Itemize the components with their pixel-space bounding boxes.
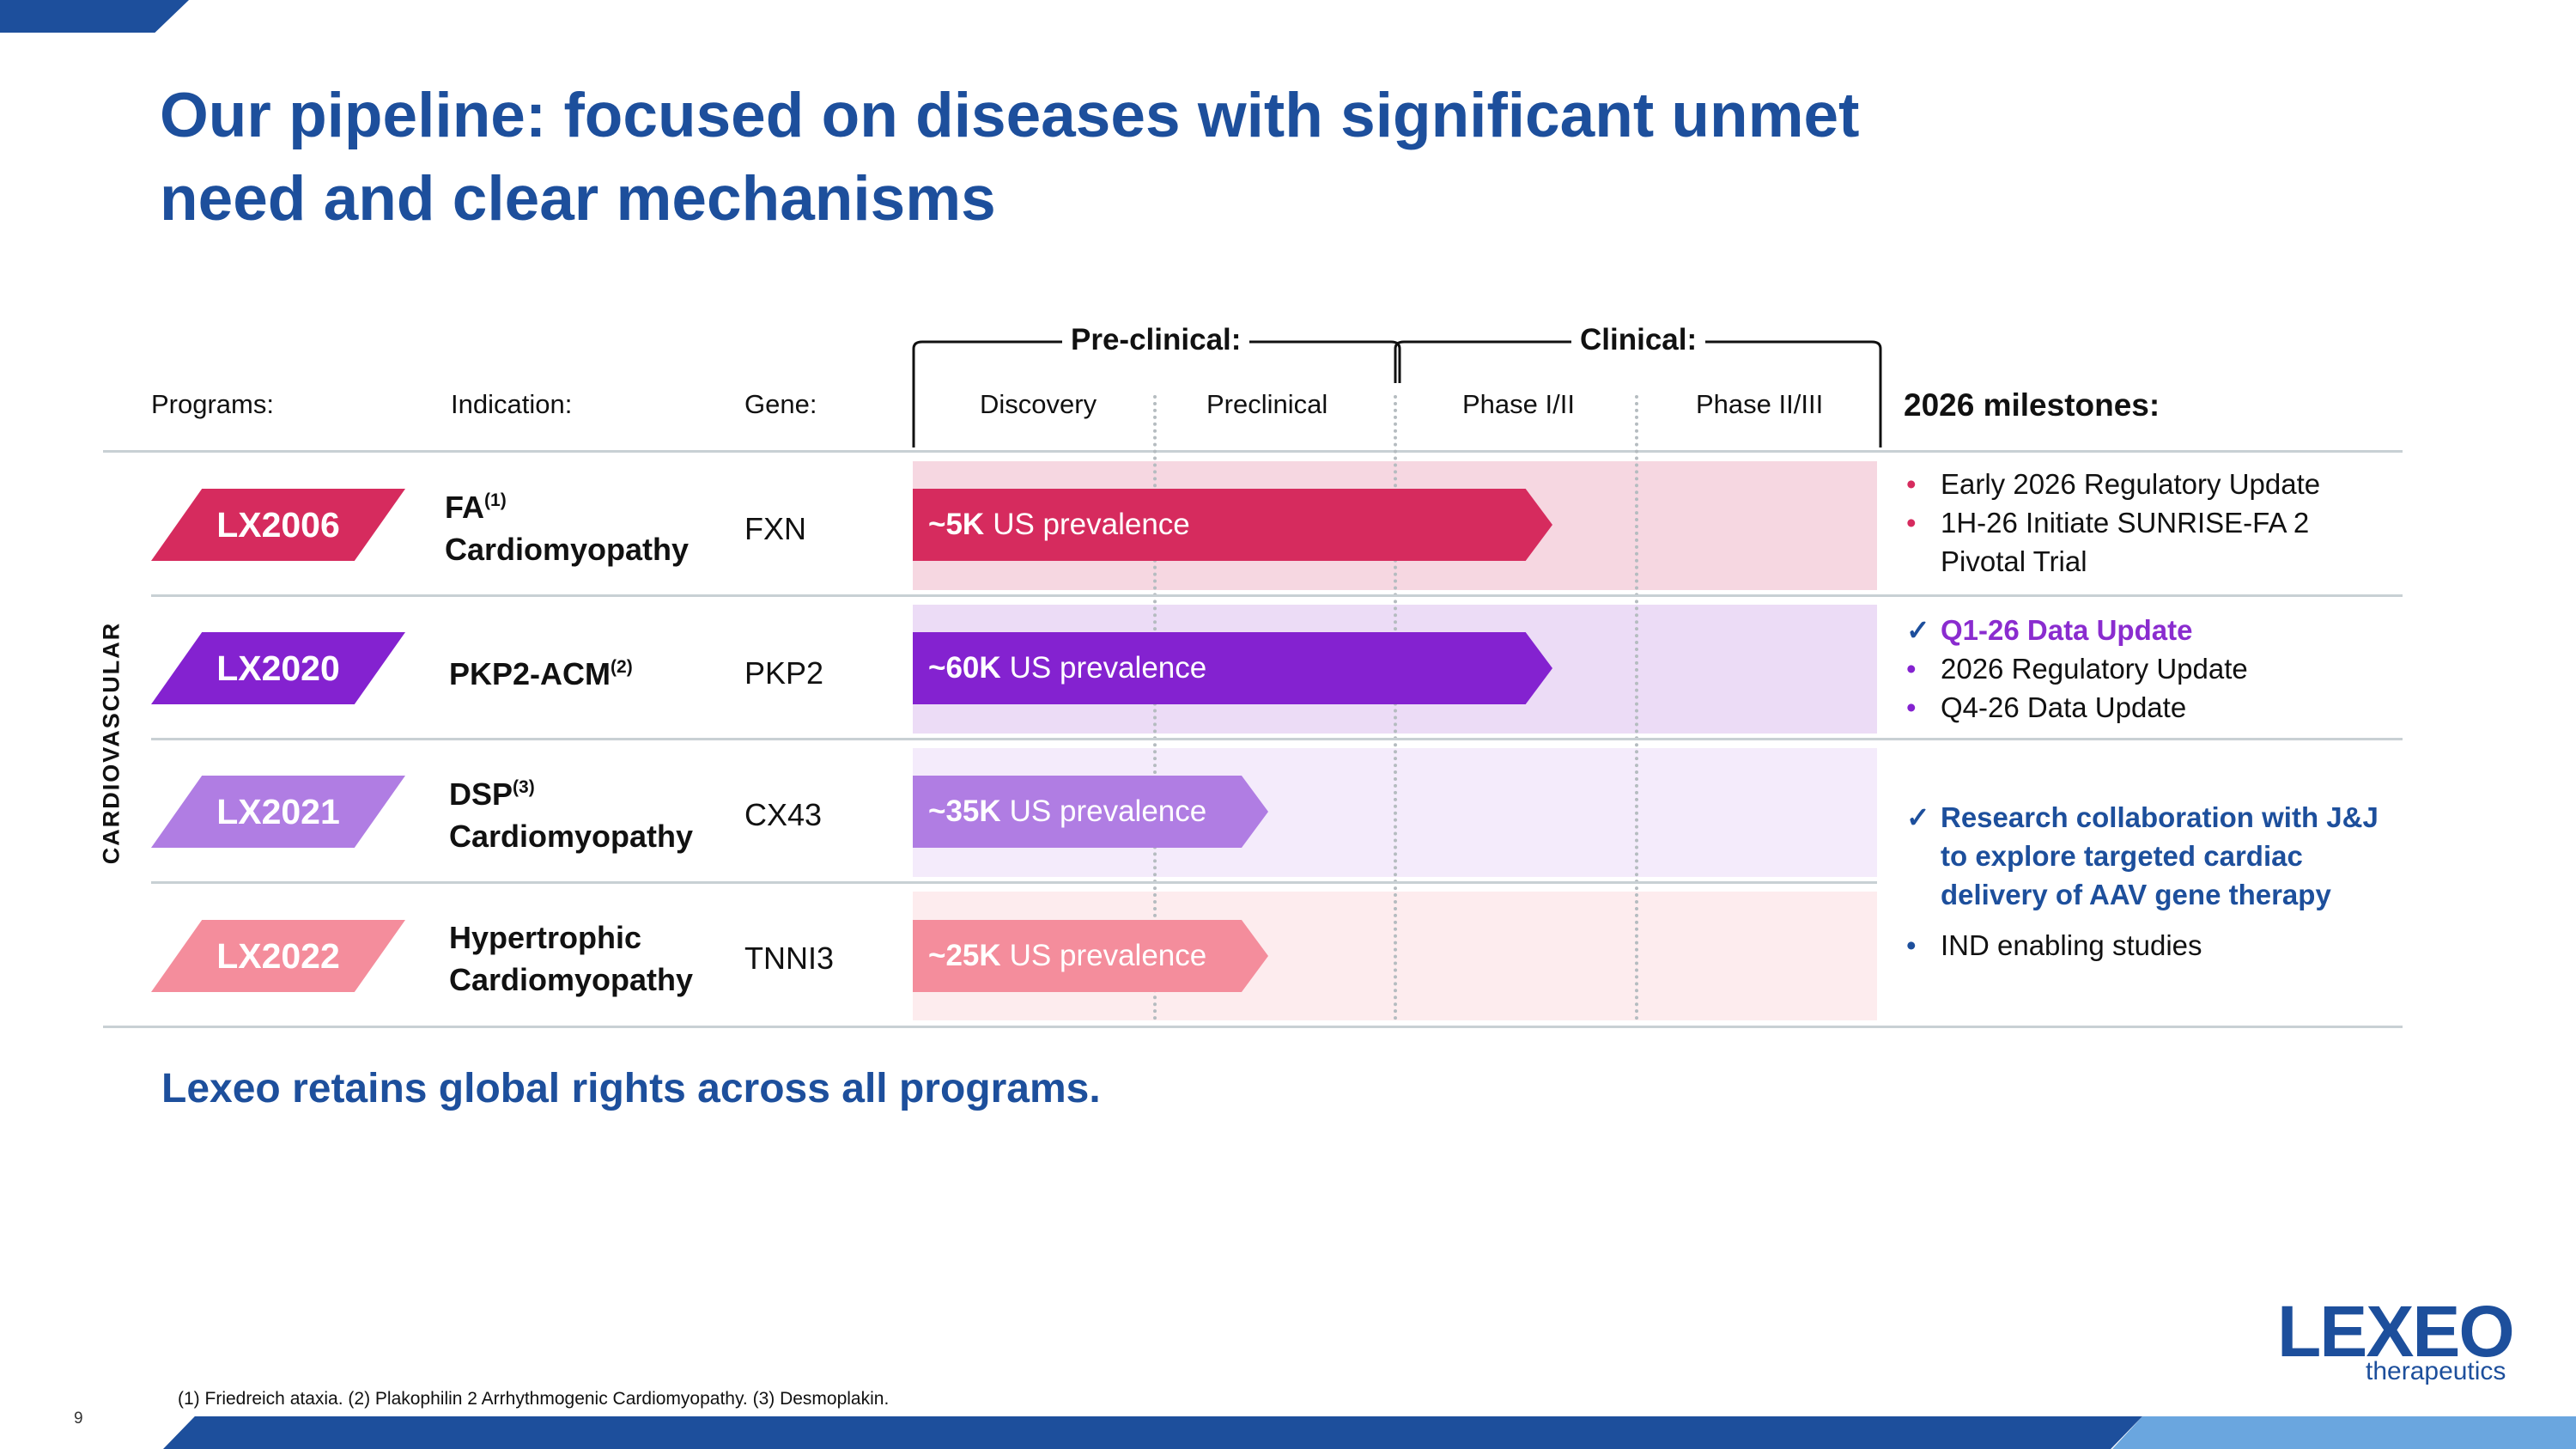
milestones-lx2021-lx2022: ✓ Research collaboration with J&J to exp… bbox=[1903, 798, 2384, 965]
gene-lx2006: FXN bbox=[744, 511, 806, 546]
footer-bar bbox=[163, 1416, 2142, 1449]
prevalence-value: ~5K bbox=[928, 508, 985, 541]
milestone-item: • Q4-26 Data Update bbox=[1903, 688, 2384, 727]
row-divider bbox=[151, 738, 2403, 740]
therapeutic-area-label: CARDIOVASCULAR bbox=[98, 621, 125, 865]
milestone-text: 2026 Regulatory Update bbox=[1941, 653, 2248, 685]
milestone-item: • Early 2026 Regulatory Update bbox=[1903, 465, 2384, 503]
milestone-text: IND enabling studies bbox=[1941, 929, 2202, 961]
corner-accent bbox=[0, 0, 189, 33]
footnote: (1) Friedreich ataxia. (2) Plakophilin 2… bbox=[178, 1389, 890, 1409]
indication-text: Cardiomyopathy bbox=[449, 962, 694, 997]
milestone-item: • IND enabling studies bbox=[1903, 926, 2384, 965]
prevalence-value: ~25K bbox=[928, 939, 1001, 972]
program-tag-lx2022: LX2022 bbox=[151, 920, 405, 992]
logo-subtext: therapeutics bbox=[2366, 1357, 2506, 1385]
indication-text: PKP2-ACM bbox=[449, 656, 611, 691]
prevalence-label: US prevalence bbox=[1009, 939, 1207, 972]
gene-lx2022: TNNI3 bbox=[744, 941, 835, 976]
gene-lx2020: PKP2 bbox=[744, 655, 824, 691]
milestone-item: • 1H-26 Initiate SUNRISE-FA 2 Pivotal Tr… bbox=[1903, 503, 2384, 581]
preclinical-group-label: Pre-clinical: bbox=[1062, 323, 1250, 357]
stage-progress-arrow-lx2006: ~5K US prevalence bbox=[913, 489, 1552, 561]
prevalence-value: ~35K bbox=[928, 795, 1001, 828]
stage-divider bbox=[1153, 395, 1157, 1020]
gene-lx2021: CX43 bbox=[744, 797, 823, 832]
milestone-item: ✓ Research collaboration with J&J to exp… bbox=[1903, 798, 2384, 914]
prevalence-label: US prevalence bbox=[1009, 795, 1207, 828]
indication-lx2006: FA(1) Cardiomyopathy bbox=[445, 486, 689, 570]
footnote-ref: (2) bbox=[611, 657, 633, 677]
row-divider bbox=[151, 594, 2403, 597]
bullet-icon: • bbox=[1906, 691, 1917, 723]
column-header-programs: Programs: bbox=[151, 389, 274, 419]
stage-progress-arrow-lx2020: ~60K US prevalence bbox=[913, 632, 1552, 704]
indication-lx2021: DSP(3) Cardiomyopathy bbox=[449, 773, 693, 857]
tagline: Lexeo retains global rights across all p… bbox=[161, 1066, 1101, 1111]
stage-divider bbox=[1394, 395, 1397, 1020]
footnote-ref: (3) bbox=[513, 777, 535, 797]
milestone-text: Q1-26 Data Update bbox=[1941, 614, 2193, 646]
stage-divider bbox=[1635, 395, 1638, 1020]
company-logo: LEXEO therapeutics bbox=[2277, 1295, 2515, 1385]
milestone-text: Research collaboration with J&J to explo… bbox=[1941, 801, 2379, 910]
milestones-lx2006: • Early 2026 Regulatory Update • 1H-26 I… bbox=[1903, 465, 2384, 581]
column-header-phase-1-2: Phase I/II bbox=[1462, 389, 1575, 419]
bullet-icon: • bbox=[1906, 929, 1917, 961]
page-title: Our pipeline: focused on diseases with s… bbox=[160, 74, 2049, 240]
title-line-1: Our pipeline: focused on diseases with s… bbox=[160, 81, 1860, 150]
footer-bar-light bbox=[2112, 1416, 2576, 1449]
prevalence-value: ~60K bbox=[928, 651, 1001, 685]
bullet-icon: • bbox=[1906, 653, 1917, 685]
indication-text: DSP bbox=[449, 776, 513, 812]
title-line-2: need and clear mechanisms bbox=[160, 164, 996, 234]
column-header-preclinical: Preclinical bbox=[1206, 389, 1328, 419]
bullet-icon: • bbox=[1906, 507, 1917, 539]
prevalence-label: US prevalence bbox=[1009, 651, 1207, 685]
column-header-indication: Indication: bbox=[451, 389, 573, 419]
prevalence-label: US prevalence bbox=[993, 508, 1190, 541]
header-divider bbox=[103, 450, 2403, 453]
milestone-item: • 2026 Regulatory Update bbox=[1903, 649, 2384, 688]
milestone-text: Early 2026 Regulatory Update bbox=[1941, 468, 2321, 500]
program-tag-lx2020: LX2020 bbox=[151, 632, 405, 704]
stage-progress-arrow-lx2021: ~35K US prevalence bbox=[913, 776, 1268, 848]
milestone-text: 1H-26 Initiate SUNRISE-FA 2 Pivotal Tria… bbox=[1941, 507, 2310, 577]
milestone-text: Q4-26 Data Update bbox=[1941, 691, 2187, 723]
indication-text: Hypertrophic bbox=[449, 920, 642, 955]
program-tag-lx2006: LX2006 bbox=[151, 489, 405, 561]
column-header-phase-2-3: Phase II/III bbox=[1696, 389, 1824, 419]
indication-text: FA bbox=[445, 490, 485, 525]
indication-text: Cardiomyopathy bbox=[445, 532, 690, 567]
milestone-item: ✓ Q1-26 Data Update bbox=[1903, 611, 2384, 649]
table-bottom-divider bbox=[103, 1026, 2403, 1028]
milestones-lx2020: ✓ Q1-26 Data Update • 2026 Regulatory Up… bbox=[1903, 611, 2384, 727]
bullet-icon: • bbox=[1906, 468, 1917, 500]
checkmark-icon: ✓ bbox=[1906, 614, 1930, 646]
row-divider bbox=[151, 881, 1877, 884]
column-header-gene: Gene: bbox=[744, 389, 817, 419]
column-header-milestones: 2026 milestones: bbox=[1904, 387, 2160, 423]
checkmark-icon: ✓ bbox=[1906, 801, 1930, 833]
clinical-group-label: Clinical: bbox=[1571, 323, 1706, 357]
stage-progress-arrow-lx2022: ~25K US prevalence bbox=[913, 920, 1268, 992]
program-tag-lx2021: LX2021 bbox=[151, 776, 405, 848]
page-number: 9 bbox=[74, 1409, 83, 1428]
indication-text: Cardiomyopathy bbox=[449, 819, 694, 854]
footnote-ref: (1) bbox=[484, 490, 507, 510]
indication-lx2020: PKP2-ACM(2) bbox=[449, 653, 633, 695]
logo-wordmark: LEXEO bbox=[2277, 1291, 2515, 1372]
column-header-discovery: Discovery bbox=[980, 389, 1097, 419]
indication-lx2022: Hypertrophic Cardiomyopathy bbox=[449, 916, 693, 1001]
